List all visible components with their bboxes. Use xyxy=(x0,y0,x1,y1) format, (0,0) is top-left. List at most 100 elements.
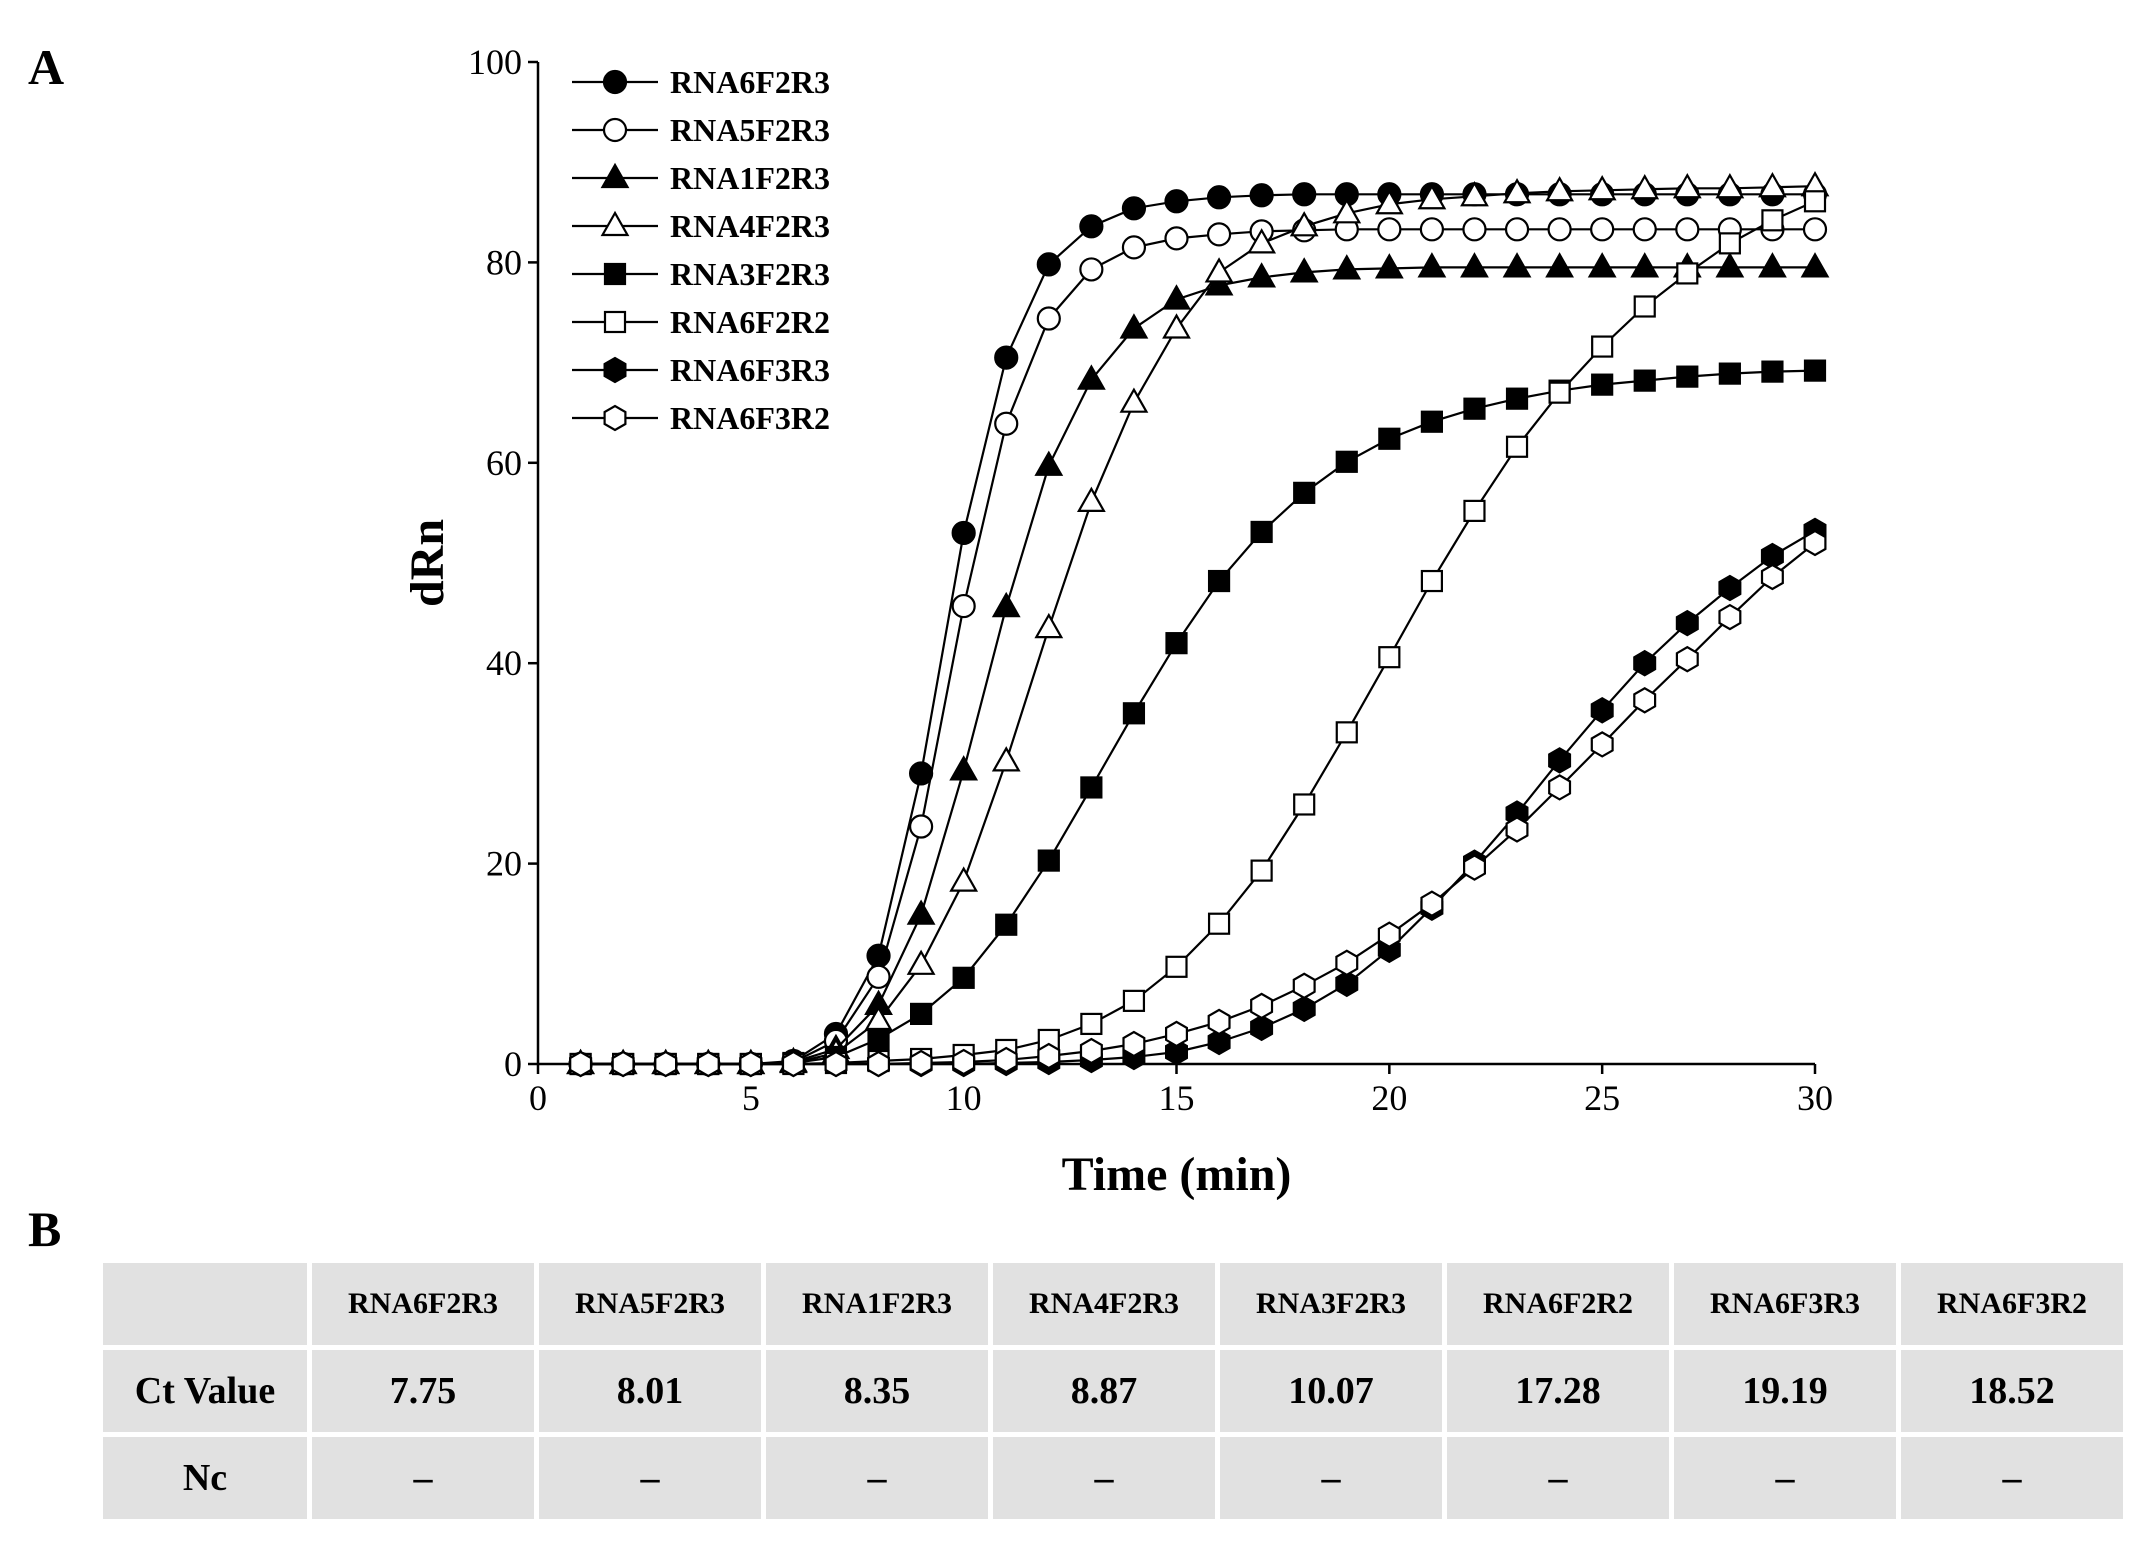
data-point xyxy=(1505,816,1529,843)
data-point xyxy=(1121,196,1147,221)
y-axis-label: dRn xyxy=(401,519,454,607)
legend-label: RNA6F2R3 xyxy=(670,64,830,100)
data-point xyxy=(1121,235,1147,260)
data-point xyxy=(1332,254,1362,280)
y-tick-label: 0 xyxy=(504,1044,522,1084)
data-point xyxy=(1463,397,1486,420)
legend: RNA6F2R3 RNA5F2R3 RNA1F2R3 RNA4F2R3 RNA3F2R3… xyxy=(572,64,830,436)
data-point xyxy=(1718,362,1741,385)
legend-marker xyxy=(603,404,627,432)
data-point xyxy=(1034,450,1064,476)
data-point xyxy=(866,964,891,989)
data-point xyxy=(1676,262,1699,285)
x-tick-label: 10 xyxy=(946,1078,982,1118)
data-point xyxy=(1591,373,1614,396)
data-point xyxy=(1119,387,1149,413)
data-point xyxy=(1036,252,1061,277)
legend-item: RNA4F2R3 xyxy=(572,208,830,244)
data-point xyxy=(1463,499,1486,522)
data-point xyxy=(1761,360,1784,383)
data-point xyxy=(1587,175,1617,201)
data-point xyxy=(1718,574,1742,602)
data-point xyxy=(866,1050,891,1078)
table-header-row: RNA6F2R3 RNA5F2R3 RNA1F2R3 RNA4F2R3 RNA3… xyxy=(103,1263,2123,1345)
data-point xyxy=(1633,649,1657,677)
data-point xyxy=(824,1050,848,1078)
data-point xyxy=(1548,747,1572,774)
data-point xyxy=(1803,529,1827,557)
data-point xyxy=(1119,313,1149,339)
table-cell: – xyxy=(1674,1437,1896,1519)
table-cell: 8.35 xyxy=(766,1350,988,1432)
data-point xyxy=(1632,217,1657,242)
ct-value-table: RNA6F2R3 RNA5F2R3 RNA1F2R3 RNA4F2R3 RNA3… xyxy=(98,1258,2128,1524)
data-point xyxy=(1080,776,1103,799)
table-cell: – xyxy=(1901,1437,2123,1519)
data-point xyxy=(739,1050,763,1078)
table-header-cell: RNA6F2R2 xyxy=(1447,1263,1669,1345)
data-point xyxy=(1250,992,1274,1020)
data-point xyxy=(1545,176,1574,202)
data-point xyxy=(1548,774,1572,801)
data-point xyxy=(1675,217,1700,242)
table-header-cell: RNA6F2R3 xyxy=(312,1263,534,1345)
data-point xyxy=(1420,569,1444,593)
legend-label: RNA6F3R3 xyxy=(670,352,830,388)
data-point xyxy=(1377,921,1401,948)
data-point xyxy=(1417,252,1447,278)
legend-marker xyxy=(603,356,627,384)
legend-item: RNA6F3R2 xyxy=(572,400,830,436)
table-cell: 18.52 xyxy=(1901,1350,2123,1432)
data-point xyxy=(1374,253,1404,279)
legend-item: RNA6F2R3 xyxy=(572,64,830,100)
data-point xyxy=(1164,1038,1189,1066)
data-point xyxy=(906,949,936,975)
data-point xyxy=(1718,603,1742,631)
y-tick-label: 40 xyxy=(486,643,522,683)
series-rna6f3r3 xyxy=(569,517,1827,1078)
data-point xyxy=(1249,183,1274,208)
data-point xyxy=(1672,173,1702,199)
data-point xyxy=(1292,182,1317,207)
data-point xyxy=(1162,284,1191,310)
data-point xyxy=(909,1049,933,1077)
x-tick-label: 30 xyxy=(1797,1078,1833,1118)
data-point xyxy=(1758,252,1787,278)
data-point xyxy=(1162,313,1191,339)
data-point xyxy=(1250,520,1273,544)
data-point xyxy=(1505,387,1529,410)
data-point xyxy=(1420,410,1444,433)
data-point xyxy=(1675,645,1699,673)
series-line xyxy=(580,542,1816,1066)
legend-marker xyxy=(603,310,627,334)
data-point xyxy=(1417,184,1447,210)
x-axis-label: Time (min) xyxy=(1062,1148,1292,1200)
legend-label: RNA4F2R3 xyxy=(670,208,830,244)
data-point xyxy=(1718,232,1741,255)
data-point xyxy=(995,913,1018,936)
data-point xyxy=(951,593,976,619)
data-point xyxy=(908,814,934,839)
y-tick-label: 20 xyxy=(486,844,522,884)
table-header-cell: RNA5F2R3 xyxy=(539,1263,761,1345)
legend-item: RNA3F2R3 xyxy=(572,256,830,292)
x-tick-label: 20 xyxy=(1371,1078,1407,1118)
data-point xyxy=(1293,793,1316,816)
data-point xyxy=(1545,252,1574,278)
table-cell: – xyxy=(1447,1437,1669,1519)
data-point xyxy=(1630,252,1660,278)
data-point xyxy=(1207,912,1231,935)
data-point xyxy=(1289,211,1319,237)
data-point xyxy=(1460,181,1489,207)
data-point xyxy=(1591,335,1614,358)
data-point xyxy=(1293,481,1316,504)
data-point xyxy=(1207,1028,1231,1056)
data-point xyxy=(1504,217,1530,242)
table-row-ct-value: Ct Value 7.75 8.01 8.35 8.87 10.07 17.28… xyxy=(103,1350,2123,1432)
legend-item: RNA6F2R2 xyxy=(572,304,830,340)
legend-label: RNA5F2R3 xyxy=(670,112,830,148)
data-point xyxy=(952,1048,976,1076)
legend-marker xyxy=(603,262,627,286)
data-point xyxy=(1076,364,1106,390)
series-rna6f3r2 xyxy=(569,529,1827,1078)
